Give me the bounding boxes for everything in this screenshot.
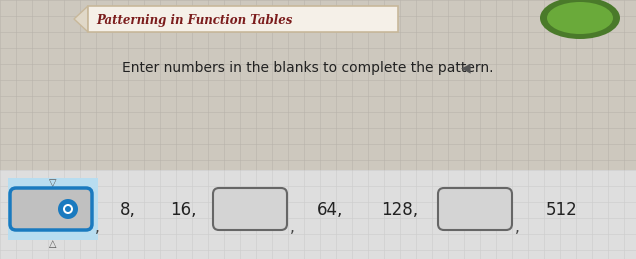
FancyBboxPatch shape: [10, 188, 92, 230]
Text: ▽: ▽: [49, 178, 57, 188]
Text: 16,: 16,: [170, 201, 197, 219]
Text: ◀: ◀: [461, 61, 471, 75]
Text: 8,: 8,: [120, 201, 136, 219]
FancyBboxPatch shape: [438, 188, 512, 230]
Text: Patterning in Function Tables: Patterning in Function Tables: [96, 13, 293, 26]
Text: Enter numbers in the blanks to complete the pattern.: Enter numbers in the blanks to complete …: [122, 61, 494, 75]
Text: 512: 512: [546, 201, 578, 219]
Polygon shape: [74, 6, 88, 32]
FancyBboxPatch shape: [0, 0, 636, 170]
Ellipse shape: [547, 2, 613, 34]
Text: ,: ,: [289, 220, 294, 235]
FancyBboxPatch shape: [0, 170, 636, 259]
Ellipse shape: [540, 0, 620, 39]
Circle shape: [65, 206, 71, 212]
Text: ,: ,: [515, 220, 520, 235]
Circle shape: [58, 199, 78, 219]
Text: 128,: 128,: [382, 201, 418, 219]
FancyBboxPatch shape: [8, 178, 98, 240]
Text: △: △: [49, 239, 57, 249]
Text: 64,: 64,: [317, 201, 343, 219]
FancyBboxPatch shape: [213, 188, 287, 230]
Text: ,: ,: [95, 220, 99, 235]
FancyBboxPatch shape: [88, 6, 398, 32]
Circle shape: [63, 204, 73, 214]
